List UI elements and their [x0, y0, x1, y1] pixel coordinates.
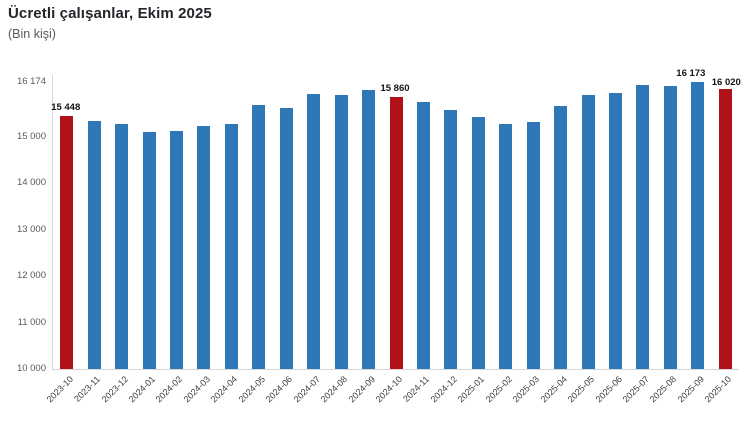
bar — [197, 126, 211, 369]
bar — [115, 123, 129, 369]
bar — [142, 131, 156, 369]
bar — [416, 102, 430, 369]
bar — [362, 90, 376, 369]
bar-value-label: 16 173 — [676, 68, 706, 80]
bar — [224, 123, 238, 369]
y-axis-tick-label: 12 000 — [16, 270, 46, 282]
bar — [252, 104, 266, 369]
bar-highlight — [389, 96, 403, 369]
bar — [307, 93, 321, 369]
y-axis-tick-label: 14 000 — [16, 177, 46, 189]
bar — [554, 106, 568, 369]
bar — [609, 92, 623, 369]
chart-title: Ücretli çalışanlar, Ekim 2025 — [8, 5, 212, 22]
bar — [279, 108, 293, 369]
bar — [471, 116, 485, 369]
x-axis-tick-label: 2023-10 — [44, 374, 75, 405]
bar-value-label: 15 448 — [51, 101, 81, 113]
y-axis-tick-label: 16 174 — [16, 76, 46, 87]
bar — [691, 82, 705, 369]
y-axis-tick-label: 13 000 — [16, 223, 46, 235]
plot-area — [52, 75, 739, 370]
bar-highlight — [60, 115, 74, 369]
bar — [87, 121, 101, 369]
bar-value-label: 16 020 — [711, 77, 741, 89]
bar — [499, 123, 513, 369]
bar-value-label: 15 860 — [380, 82, 410, 94]
bar — [526, 121, 540, 369]
y-axis-tick-label: 10 000 — [16, 363, 46, 374]
bar — [581, 94, 595, 369]
bar — [663, 86, 677, 369]
y-axis-tick-label: 11 000 — [17, 316, 46, 328]
y-axis-tick-label: 15 000 — [16, 130, 46, 142]
bar — [636, 84, 650, 369]
bar — [334, 94, 348, 369]
bar — [169, 130, 183, 369]
bar — [444, 109, 458, 369]
chart-subtitle: (Bin kişi) — [8, 27, 56, 41]
bar-highlight — [718, 89, 732, 369]
